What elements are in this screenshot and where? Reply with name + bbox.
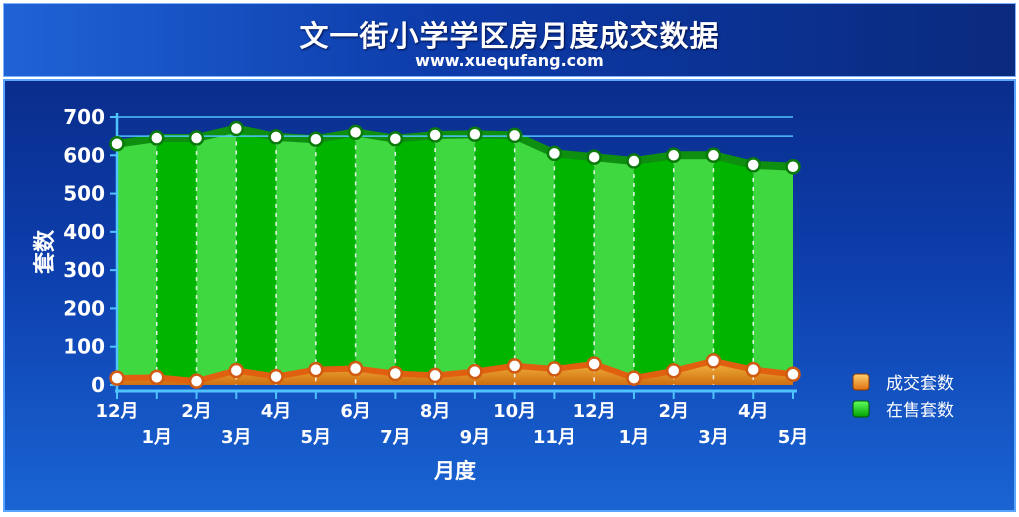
- y-tick-label: 200: [63, 296, 105, 320]
- listing-point: [705, 147, 722, 164]
- sales-point: [268, 368, 284, 385]
- listing-area-band: [395, 134, 436, 385]
- sales-point: [665, 363, 682, 379]
- legend-label-listings: 在售套数: [886, 401, 954, 421]
- x-tick-label: 2月: [181, 401, 212, 422]
- sales-point: [467, 363, 483, 380]
- y-tick-label: 100: [63, 335, 105, 359]
- listing-area-band: [713, 155, 754, 385]
- listing-point: [149, 130, 165, 146]
- chart-title: 文一街小学学区房月度成交数据: [299, 19, 720, 53]
- listing-area-band: [315, 132, 356, 385]
- sales-point: [109, 370, 125, 386]
- x-tick-label: 5月: [778, 427, 809, 448]
- x-tick-label: 7月: [380, 427, 411, 448]
- sales-area: [117, 360, 793, 385]
- sales-point: [188, 373, 205, 389]
- x-tick-label: 5月: [301, 427, 332, 448]
- sales-point: [228, 362, 245, 379]
- listing-area-band: [514, 135, 555, 385]
- sales-point: [705, 353, 722, 369]
- listing-point: [228, 120, 245, 137]
- x-tick-label: 9月: [460, 427, 491, 448]
- sales-point: [387, 365, 404, 382]
- x-tick-label: 3月: [221, 427, 252, 448]
- sales-point: [586, 356, 602, 372]
- listing-point: [427, 127, 443, 143]
- x-axis-title: 月度: [433, 459, 476, 483]
- header-band: 文一街小学学区房月度成交数据 www.xuequfang.com: [3, 3, 1016, 77]
- x-tick-label: 4月: [738, 401, 769, 422]
- chart-subtitle: www.xuequfang.com: [415, 51, 604, 70]
- listing-area-band: [196, 128, 237, 385]
- listing-point: [586, 149, 602, 165]
- listing-point: [347, 124, 364, 141]
- listing-point: [308, 131, 324, 147]
- listing-point: [109, 136, 125, 152]
- legend-swatch-sales: [852, 373, 870, 391]
- listing-point: [188, 130, 205, 146]
- sales-point: [745, 361, 761, 378]
- listing-point: [626, 153, 642, 169]
- sales-point: [308, 361, 324, 378]
- x-tick-label: 8月: [420, 401, 451, 422]
- x-tick-label: 10月: [493, 401, 536, 422]
- x-tick-label: 1月: [141, 427, 172, 448]
- listing-area-band: [753, 164, 793, 385]
- sales-point: [347, 360, 364, 377]
- y-axis-title: 套数: [32, 229, 58, 274]
- x-tick-label: 12月: [573, 401, 616, 422]
- x-tick-label: 6月: [340, 401, 371, 422]
- listing-point: [745, 157, 761, 173]
- listing-area-band: [435, 134, 475, 385]
- x-tick-label: 12月: [95, 401, 138, 422]
- listing-area-band: [673, 155, 714, 385]
- y-tick-label: 500: [63, 182, 105, 206]
- sales-point: [785, 366, 801, 383]
- x-tick-label: 11月: [533, 427, 576, 448]
- y-tick-label: 0: [91, 373, 105, 397]
- listing-point: [665, 147, 682, 164]
- listing-area-band: [276, 136, 316, 385]
- legend-label-sales: 成交套数: [886, 374, 954, 394]
- x-tick-label: 1月: [619, 427, 650, 448]
- listing-area-band: [156, 138, 197, 385]
- listing-point: [785, 159, 801, 175]
- listing-point: [506, 127, 523, 144]
- listing-point: [387, 131, 404, 147]
- listing-area-band: [594, 157, 634, 385]
- listing-point: [268, 129, 284, 145]
- listing-area-band: [355, 132, 396, 385]
- listing-point: [467, 126, 483, 142]
- listing-area-band: [474, 134, 515, 385]
- listing-area-band: [117, 138, 157, 385]
- listing-area-band: [236, 128, 277, 385]
- legend-swatch-listings: [852, 400, 870, 418]
- sales-point: [427, 367, 443, 384]
- sales-point: [626, 370, 642, 386]
- sales-point: [149, 369, 165, 386]
- x-tick-label: 3月: [698, 427, 729, 448]
- x-tick-label: 4月: [261, 401, 292, 422]
- listing-area-band: [633, 155, 674, 385]
- listing-point: [546, 145, 563, 162]
- y-tick-label: 300: [63, 258, 105, 282]
- listing-area-band: [554, 153, 595, 385]
- x-tick-label: 2月: [658, 401, 689, 422]
- y-tick-label: 600: [63, 143, 105, 167]
- sales-point: [506, 358, 523, 374]
- y-tick-label: 700: [63, 105, 105, 129]
- y-tick-label: 400: [63, 220, 105, 244]
- sales-point: [546, 361, 563, 377]
